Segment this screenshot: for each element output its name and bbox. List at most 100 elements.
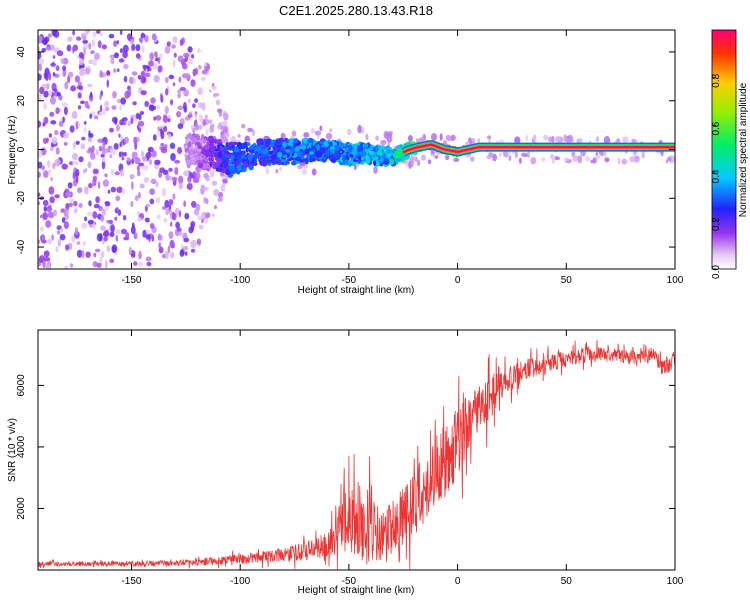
spectrum-noise-point [158, 65, 163, 73]
spectrum-noise-point [541, 157, 546, 162]
spectrum-noise-point [142, 164, 149, 171]
spectrogram-y-tick-label-3: 20 [16, 95, 27, 107]
spectrum-noise-point [471, 137, 476, 146]
spectrum-noise-point [78, 203, 83, 208]
spectrum-signal-point [243, 163, 249, 169]
spectrum-noise-point [43, 102, 47, 110]
spectrum-noise-point [89, 113, 93, 119]
spectrum-noise-point [571, 151, 576, 157]
spectrum-noise-point [170, 99, 174, 106]
spectrum-noise-point [107, 189, 111, 194]
spectrum-signal-point [305, 149, 310, 155]
spectrum-noise-point [156, 104, 160, 110]
spectrum-noise-point [154, 51, 158, 58]
spectrum-signal-point [315, 156, 318, 161]
spectrum-noise-point [131, 151, 138, 160]
spectrum-noise-point [91, 145, 95, 152]
spectrum-noise-point [154, 159, 161, 165]
spectrum-noise-point [92, 175, 98, 182]
spectrum-noise-point [51, 136, 58, 145]
spectrum-noise-point [92, 168, 99, 175]
spectrum-signal-point [184, 136, 189, 140]
snr-x-label: Height of straight line (km) [298, 585, 415, 596]
spectrum-noise-point [88, 200, 92, 207]
spectrum-signal-point [191, 156, 196, 162]
spectrum-noise-point [105, 106, 110, 112]
spectrum-noise-point [165, 174, 170, 181]
spectrum-noise-point [156, 214, 161, 220]
snr-x-ticks: -150 -100 -50 0 50 100 [121, 330, 684, 587]
spectrum-noise-point [123, 136, 129, 144]
spectrum-noise-point [144, 34, 149, 43]
spectrum-noise-point [122, 214, 127, 221]
spectrum-noise-point [129, 38, 135, 45]
spectrum-noise-point [167, 118, 171, 123]
spectrum-noise-point [189, 239, 197, 249]
spectrum-noise-point [470, 156, 475, 162]
spectrum-noise-point [665, 159, 669, 164]
spectrum-signal-point [271, 139, 276, 144]
spectrum-noise-point [137, 120, 145, 127]
spectrum-signal-point [216, 139, 222, 144]
spectrum-noise-point [527, 149, 530, 158]
spectrum-noise-point [82, 240, 86, 246]
spectrum-noise-point [120, 169, 124, 177]
spectrum-signal-point [373, 160, 377, 166]
spectrum-noise-point [52, 162, 56, 170]
spectrum-noise-point [468, 137, 472, 143]
spectrum-noise-point [303, 132, 310, 138]
spectrum-signal-point [294, 146, 300, 153]
spectrum-noise-point [177, 89, 182, 94]
spectrum-noise-point [89, 152, 96, 160]
spectrum-noise-point [514, 136, 521, 145]
spectrum-noise-point [183, 89, 190, 97]
spectrum-noise-point [38, 50, 42, 60]
spectrum-noise-point [212, 213, 215, 218]
spectrum-noise-point [144, 72, 151, 78]
spectrum-signal-point [232, 141, 238, 145]
spectrum-noise-point [94, 115, 99, 120]
spectrum-signal-point [291, 161, 297, 166]
spectrum-noise-point [47, 238, 52, 245]
spectrum-noise-point [135, 53, 141, 59]
spectrum-noise-point [46, 160, 51, 169]
spectrum-noise-point [110, 186, 117, 193]
spectrum-noise-point [621, 158, 628, 165]
spectrum-noise-point [114, 171, 121, 176]
spectrum-noise-point [488, 152, 494, 158]
spectrum-noise-point [203, 197, 207, 204]
spectrum-noise-point [167, 245, 171, 254]
spectrum-noise-point [63, 132, 70, 139]
spectrum-noise-point [197, 215, 202, 221]
spectrum-noise-point [42, 260, 46, 269]
snr-panel: -150 -100 -50 0 50 100 2000 4000 6000 Height of… [7, 329, 684, 596]
spectrum-noise-point [68, 161, 74, 166]
spectrum-signal-point [214, 148, 219, 152]
spectrum-noise-point [555, 136, 561, 143]
spectrum-noise-point [92, 31, 97, 38]
spectrum-noise-point [563, 134, 567, 143]
spectrum-signal-point [257, 139, 263, 145]
spectrum-noise-point [143, 177, 150, 183]
spectrum-noise-point [38, 239, 41, 244]
figure-title: C2E1.2025.280.13.43.R18 [279, 3, 433, 18]
spectrum-noise-point [198, 224, 204, 230]
spectrum-noise-point [388, 131, 394, 135]
spectrum-signal-point [365, 160, 371, 164]
spectrum-noise-point [55, 147, 60, 155]
spectrum-noise-point [183, 106, 188, 113]
spectrum-noise-point [169, 209, 173, 216]
spectrum-noise-point [196, 238, 202, 245]
spectrum-signal-point [200, 149, 206, 154]
spectrum-noise-point [194, 67, 199, 75]
spectrum-noise-point [532, 134, 537, 143]
spectrum-noise-point [247, 127, 254, 133]
spectrum-signal-point [208, 157, 215, 162]
spectrum-noise-point [102, 141, 106, 149]
spectrum-noise-point [191, 200, 197, 208]
spectrum-noise-point [205, 128, 209, 136]
spectrum-noise-point [195, 172, 201, 180]
spectrum-noise-point [127, 121, 132, 127]
spectrum-noise-point [71, 110, 78, 120]
spectrum-noise-point [174, 167, 179, 175]
